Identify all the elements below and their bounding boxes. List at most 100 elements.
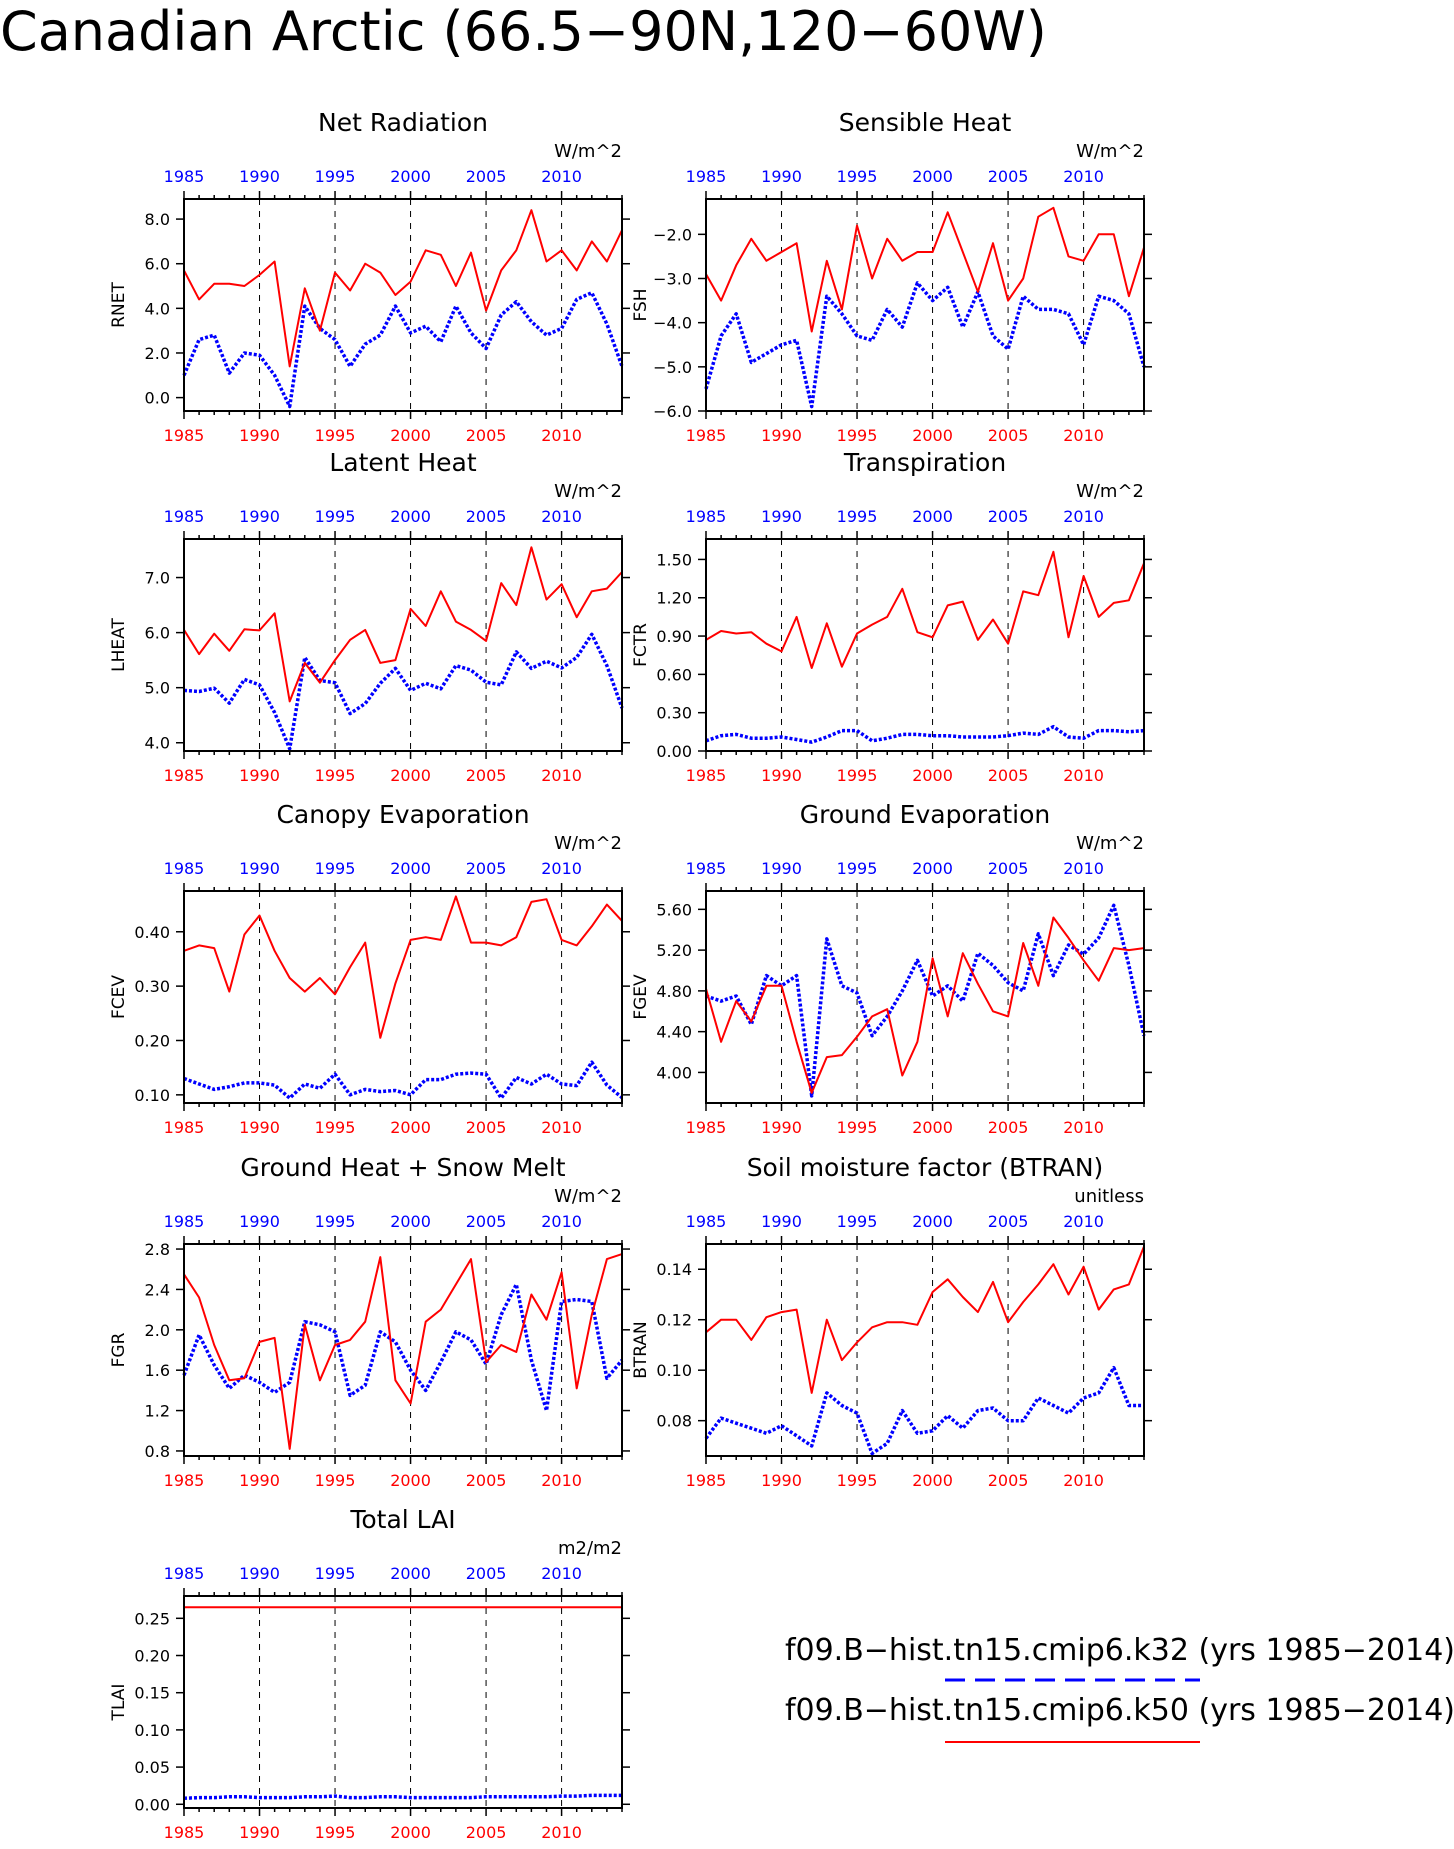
x-tick-label-top: 2010	[1063, 167, 1104, 186]
series-line-k32	[183, 1060, 624, 1100]
y-axis-label: FGR	[109, 1332, 129, 1367]
plot-frame	[183, 890, 623, 1104]
y-tick-label: 0.40	[134, 923, 170, 942]
x-tick-label-top: 1990	[761, 859, 802, 878]
x-tick-label-top: 1990	[761, 1212, 802, 1231]
x-tick-label-bottom: 2005	[466, 766, 507, 785]
panel-title: Latent Heat	[329, 448, 477, 477]
x-tick-label-top: 2010	[541, 859, 582, 878]
x-tick-label-bottom: 1985	[164, 1118, 205, 1137]
y-tick-label: 0.00	[656, 742, 692, 761]
x-tick-label-bottom: 1990	[239, 1118, 280, 1137]
x-tick-label-bottom: 2005	[466, 1118, 507, 1137]
y-tick-label: 2.0	[145, 1321, 170, 1340]
y-tick-label: 2.8	[145, 1240, 170, 1259]
y-tick-label: 7.0	[145, 569, 170, 588]
x-tick-label-bottom: 1995	[315, 1471, 356, 1490]
x-tick-label-top: 1995	[837, 1212, 878, 1231]
x-tick-label-bottom: 1995	[837, 766, 878, 785]
x-tick-label-top: 2000	[390, 167, 431, 186]
x-tick-label-bottom: 2000	[390, 426, 431, 445]
x-tick-label-top: 1995	[837, 859, 878, 878]
x-tick-label-bottom: 2010	[541, 1823, 582, 1842]
x-tick-label-top: 1995	[315, 1212, 356, 1231]
panel-4: Transpiration W/m^2 FCTR 0.00 0.30 0.60 0.90 1.…	[631, 448, 1152, 785]
x-tick-label-top: 2010	[1063, 859, 1104, 878]
panel-2: Sensible Heat W/m^2 FSH −6.0 −5.0 −4.0 −3.0 −2.…	[631, 108, 1152, 445]
panel-title: Soil moisture factor (BTRAN)	[747, 1153, 1104, 1182]
x-tick-label-top: 2000	[912, 167, 953, 186]
series-line-k32	[705, 724, 1145, 744]
y-tick-label: 0.20	[134, 1647, 170, 1666]
x-tick-label-bottom: 2010	[541, 1471, 582, 1490]
x-tick-label-bottom: 2010	[1063, 426, 1104, 445]
units-label: W/m^2	[1076, 481, 1144, 502]
x-tick-label-top: 1995	[315, 859, 356, 878]
x-tick-label-bottom: 2000	[390, 1471, 431, 1490]
y-tick-label: −2.0	[653, 225, 692, 244]
x-tick-label-top: 1985	[686, 167, 727, 186]
y-tick-label: 0.0	[145, 389, 170, 408]
x-tick-label-top: 1990	[761, 167, 802, 186]
y-tick-label: 4.0	[145, 299, 170, 318]
y-axis-label: FSH	[631, 288, 651, 321]
y-axis-label: BTRAN	[631, 1321, 651, 1379]
plot-frame	[183, 1243, 623, 1457]
x-tick-label-bottom: 2005	[988, 1118, 1029, 1137]
y-tick-label: 8.0	[145, 210, 170, 229]
x-tick-label-top: 2000	[390, 1564, 431, 1583]
x-tick-label-top: 2010	[541, 167, 582, 186]
x-tick-label-top: 2005	[466, 1564, 507, 1583]
plot-frame	[705, 538, 1145, 752]
y-axis-label: FGEV	[631, 974, 651, 1020]
y-tick-label: 1.2	[145, 1402, 170, 1421]
panel-5: Canopy Evaporation W/m^2 FCEV 0.10 0.20 0.30 0…	[109, 800, 630, 1137]
x-tick-label-bottom: 2010	[1063, 766, 1104, 785]
series-line-k50	[183, 895, 623, 1039]
x-tick-label-bottom: 1985	[164, 1471, 205, 1490]
x-tick-label-top: 2005	[466, 507, 507, 526]
x-tick-label-top: 1985	[686, 507, 727, 526]
plot-frame	[705, 890, 1145, 1104]
x-tick-label-top: 1985	[164, 859, 205, 878]
x-tick-label-bottom: 2000	[912, 1118, 953, 1137]
y-tick-label: 0.60	[656, 665, 692, 684]
x-tick-label-bottom: 1990	[239, 426, 280, 445]
y-tick-label: 0.8	[145, 1442, 170, 1461]
panel-title: Net Radiation	[318, 108, 488, 137]
x-tick-label-top: 2000	[390, 507, 431, 526]
x-tick-label-top: 2010	[1063, 1212, 1104, 1231]
x-tick-label-bottom: 1985	[164, 1823, 205, 1842]
plot-frame	[705, 1243, 1145, 1457]
y-tick-label: 0.10	[656, 1361, 692, 1380]
plot-frame	[705, 198, 1145, 412]
figure-title: Canadian Arctic (66.5−90N,120−60W)	[0, 0, 1047, 63]
x-tick-label-top: 2000	[912, 859, 953, 878]
y-tick-label: 4.0	[145, 734, 170, 753]
plot-frame	[183, 538, 623, 752]
x-tick-label-bottom: 2005	[988, 766, 1029, 785]
x-tick-label-bottom: 2005	[988, 1471, 1029, 1490]
y-tick-label: 0.30	[656, 704, 692, 723]
x-tick-label-bottom: 1990	[761, 426, 802, 445]
x-tick-label-bottom: 2010	[541, 426, 582, 445]
x-tick-label-top: 1990	[239, 859, 280, 878]
x-tick-label-bottom: 1995	[837, 1118, 878, 1137]
x-tick-label-top: 2000	[390, 859, 431, 878]
series-line-k32	[705, 903, 1146, 1098]
x-tick-label-top: 1995	[315, 1564, 356, 1583]
series-line-k50	[705, 206, 1145, 333]
panel-8: Soil moisture factor (BTRAN) unitless BTRA…	[631, 1153, 1152, 1490]
units-label: W/m^2	[1076, 141, 1144, 162]
series-line-k32	[183, 632, 624, 751]
y-tick-label: 0.12	[656, 1311, 692, 1330]
series-line-k50	[705, 550, 1145, 669]
x-tick-label-top: 1990	[761, 507, 802, 526]
x-tick-label-top: 1985	[164, 1564, 205, 1583]
x-tick-label-top: 1985	[686, 859, 727, 878]
x-tick-label-bottom: 1995	[837, 1471, 878, 1490]
x-tick-label-top: 2005	[988, 167, 1029, 186]
y-tick-label: 5.60	[656, 900, 692, 919]
x-tick-label-bottom: 1990	[761, 766, 802, 785]
panel-title: Ground Evaporation	[800, 800, 1050, 829]
